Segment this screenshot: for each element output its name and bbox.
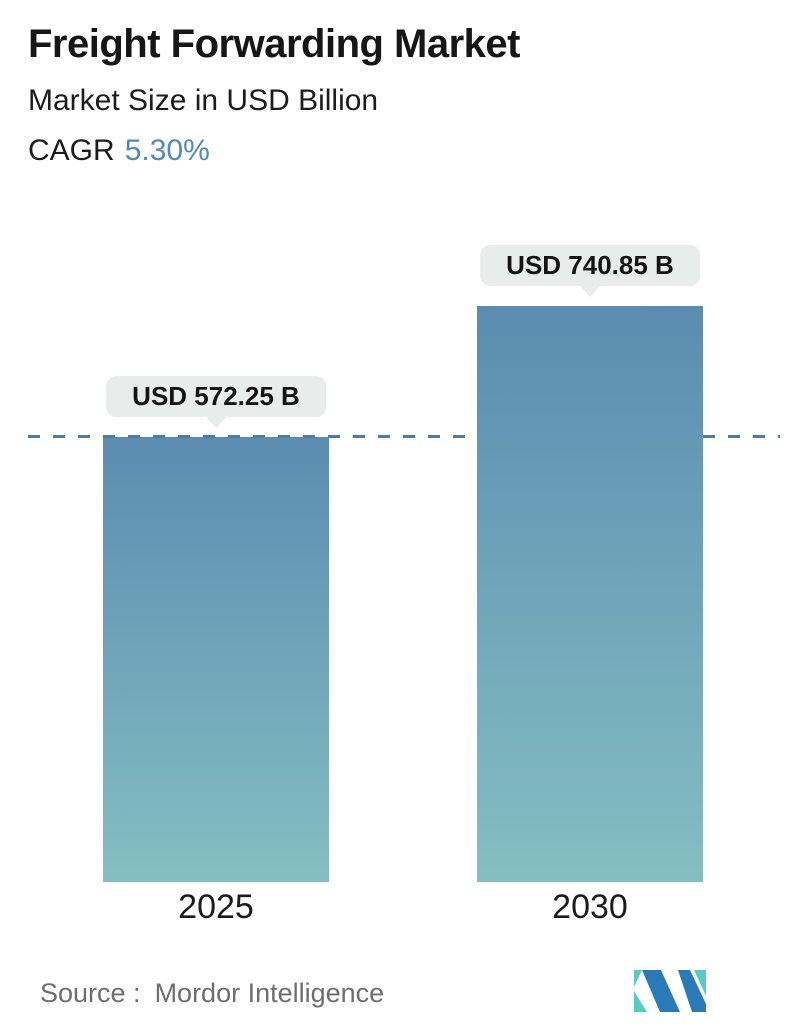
callout-pointer-icon <box>579 285 601 297</box>
page-title: Freight Forwarding Market <box>28 22 521 66</box>
x-axis-label-2030: 2030 <box>552 888 628 926</box>
value-callout-2030: USD 740.85 B <box>480 245 700 297</box>
cagr-value: 5.30% <box>124 134 210 167</box>
value-callout-2025: USD 572.25 B <box>106 376 326 428</box>
cagr-label: CAGR <box>28 134 115 167</box>
source-attribution: Source : Mordor Intelligence <box>40 978 384 1009</box>
cagr-row: CAGR 5.30% <box>28 134 210 168</box>
reference-dashed-line <box>28 435 780 438</box>
x-axis-label-2025: 2025 <box>178 888 254 926</box>
bar-2025 <box>103 437 329 882</box>
chart-subtitle: Market Size in USD Billion <box>28 84 379 117</box>
source-label: Source : <box>40 978 141 1008</box>
callout-pointer-icon <box>205 416 227 428</box>
value-callout-2030-text: USD 740.85 B <box>506 250 674 280</box>
bar-2030 <box>477 306 703 882</box>
source-value: Mordor Intelligence <box>154 978 385 1008</box>
mordor-intelligence-logo <box>634 970 706 1012</box>
value-callout-2025-text: USD 572.25 B <box>132 381 300 411</box>
